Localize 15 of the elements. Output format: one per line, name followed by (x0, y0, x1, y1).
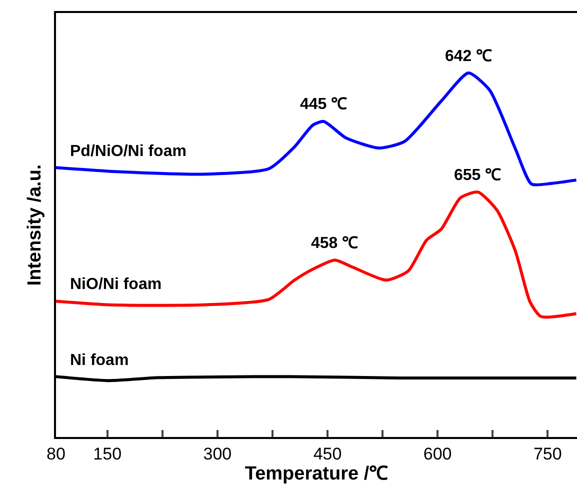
x-axis-title: Temperature /℃ (244, 464, 388, 485)
x-tick-label: 450 (313, 444, 342, 464)
y-axis-title: Intensity /a.u. (24, 164, 46, 286)
annotation: 655 ℃ (454, 167, 502, 184)
x-tick-label: 300 (203, 444, 232, 464)
annotation: 458 ℃ (311, 235, 358, 252)
annotation: 642 ℃ (445, 48, 492, 65)
x-tick-label: 750 (533, 444, 562, 464)
series-label: Ni foam (70, 352, 129, 369)
x-tick-label: 150 (93, 444, 122, 464)
x-tick-label: 80 (46, 444, 66, 464)
x-tick-label: 600 (423, 444, 452, 464)
series-label: Pd/NiO/Ni foam (70, 143, 186, 160)
series-label: NiO/Ni foam (70, 276, 162, 293)
annotation: 445 ℃ (300, 96, 348, 113)
